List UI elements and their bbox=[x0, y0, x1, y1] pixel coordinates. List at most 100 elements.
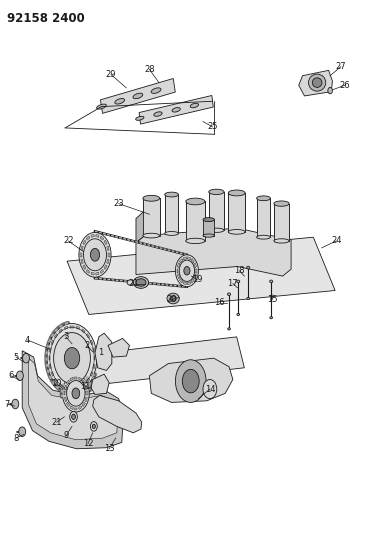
Ellipse shape bbox=[312, 78, 322, 87]
Ellipse shape bbox=[257, 196, 270, 201]
Polygon shape bbox=[54, 334, 58, 338]
Polygon shape bbox=[93, 348, 95, 352]
Text: 27: 27 bbox=[336, 62, 346, 71]
Polygon shape bbox=[257, 198, 270, 237]
Polygon shape bbox=[91, 235, 94, 237]
Polygon shape bbox=[82, 380, 85, 385]
Polygon shape bbox=[95, 333, 112, 370]
Polygon shape bbox=[70, 389, 74, 391]
Text: 8: 8 bbox=[13, 434, 19, 442]
Polygon shape bbox=[82, 329, 85, 333]
Text: 21: 21 bbox=[51, 418, 62, 426]
Text: 20: 20 bbox=[166, 295, 177, 304]
Ellipse shape bbox=[228, 293, 231, 295]
Text: 12: 12 bbox=[83, 439, 93, 448]
Polygon shape bbox=[54, 378, 58, 383]
Polygon shape bbox=[100, 236, 103, 240]
Circle shape bbox=[62, 375, 89, 412]
Circle shape bbox=[184, 266, 190, 275]
Polygon shape bbox=[136, 228, 291, 276]
Ellipse shape bbox=[186, 238, 205, 244]
Polygon shape bbox=[29, 358, 118, 440]
Ellipse shape bbox=[270, 280, 273, 282]
Polygon shape bbox=[177, 269, 178, 273]
Polygon shape bbox=[183, 282, 187, 285]
Text: 15: 15 bbox=[267, 295, 278, 304]
Circle shape bbox=[179, 260, 195, 281]
Text: 19: 19 bbox=[192, 276, 203, 284]
Polygon shape bbox=[209, 192, 224, 230]
Polygon shape bbox=[76, 326, 80, 329]
Ellipse shape bbox=[133, 93, 143, 99]
Polygon shape bbox=[66, 380, 70, 385]
Ellipse shape bbox=[127, 280, 133, 285]
Polygon shape bbox=[87, 236, 90, 240]
Text: 13: 13 bbox=[104, 445, 115, 453]
Polygon shape bbox=[136, 211, 145, 243]
Polygon shape bbox=[83, 240, 86, 245]
Polygon shape bbox=[93, 395, 142, 433]
Polygon shape bbox=[274, 204, 289, 241]
Ellipse shape bbox=[154, 112, 162, 116]
Ellipse shape bbox=[190, 103, 198, 108]
Text: 16: 16 bbox=[214, 298, 224, 307]
Polygon shape bbox=[299, 70, 332, 96]
Polygon shape bbox=[177, 274, 180, 279]
Circle shape bbox=[72, 414, 75, 419]
Polygon shape bbox=[74, 377, 77, 379]
Ellipse shape bbox=[136, 116, 144, 120]
Text: 24: 24 bbox=[331, 237, 342, 245]
Text: 9: 9 bbox=[63, 432, 69, 440]
Text: 5: 5 bbox=[13, 353, 19, 361]
Ellipse shape bbox=[228, 230, 245, 234]
Polygon shape bbox=[91, 272, 94, 275]
Ellipse shape bbox=[172, 108, 180, 112]
Ellipse shape bbox=[151, 88, 161, 93]
Circle shape bbox=[79, 232, 111, 277]
Polygon shape bbox=[59, 329, 62, 333]
Polygon shape bbox=[85, 385, 87, 390]
Polygon shape bbox=[49, 364, 51, 369]
Polygon shape bbox=[107, 259, 109, 264]
Ellipse shape bbox=[257, 235, 270, 239]
Polygon shape bbox=[108, 338, 129, 357]
Polygon shape bbox=[180, 259, 183, 263]
Polygon shape bbox=[64, 387, 68, 390]
Polygon shape bbox=[81, 259, 83, 264]
Polygon shape bbox=[183, 257, 187, 260]
Circle shape bbox=[175, 255, 198, 287]
Polygon shape bbox=[96, 235, 99, 237]
Ellipse shape bbox=[228, 328, 231, 330]
Polygon shape bbox=[86, 334, 90, 338]
Ellipse shape bbox=[203, 234, 214, 237]
Polygon shape bbox=[49, 348, 51, 352]
Ellipse shape bbox=[115, 99, 124, 104]
Polygon shape bbox=[51, 340, 54, 345]
Polygon shape bbox=[187, 282, 191, 285]
Ellipse shape bbox=[270, 317, 273, 319]
Ellipse shape bbox=[133, 277, 149, 288]
Circle shape bbox=[23, 353, 29, 363]
Ellipse shape bbox=[170, 296, 176, 301]
Ellipse shape bbox=[167, 293, 179, 304]
Circle shape bbox=[90, 248, 100, 261]
Circle shape bbox=[92, 424, 95, 429]
Text: 21: 21 bbox=[128, 279, 139, 288]
Polygon shape bbox=[104, 240, 107, 245]
Polygon shape bbox=[64, 385, 67, 390]
Polygon shape bbox=[82, 383, 85, 387]
Text: 26: 26 bbox=[339, 81, 350, 90]
Circle shape bbox=[83, 239, 106, 271]
Circle shape bbox=[12, 399, 19, 409]
Polygon shape bbox=[22, 351, 123, 449]
Polygon shape bbox=[195, 269, 197, 273]
Text: 1: 1 bbox=[98, 349, 103, 357]
Polygon shape bbox=[79, 406, 82, 409]
Text: 3: 3 bbox=[63, 333, 69, 341]
Text: 23: 23 bbox=[113, 199, 124, 208]
Text: 22: 22 bbox=[63, 237, 74, 245]
Polygon shape bbox=[66, 402, 70, 407]
Polygon shape bbox=[90, 340, 93, 345]
Ellipse shape bbox=[165, 231, 178, 236]
Polygon shape bbox=[86, 378, 90, 383]
